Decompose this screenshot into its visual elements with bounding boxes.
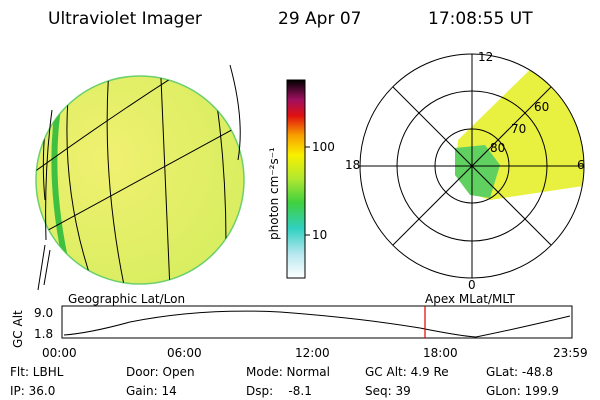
status-field: IP: 36.0 bbox=[10, 384, 55, 398]
plot-title-right: Apex MLat/MLT bbox=[425, 292, 515, 306]
status-field: GLat: -48.8 bbox=[486, 365, 553, 379]
time-label: 23:59 bbox=[553, 346, 588, 360]
time-label: 12:00 bbox=[295, 346, 330, 360]
status-field: Dsp: -8.1 bbox=[246, 384, 312, 398]
mlt-label: 18 bbox=[345, 158, 360, 172]
mlt-label: 6 bbox=[577, 158, 585, 172]
grid-outside bbox=[229, 64, 241, 161]
status-field: GC Alt: 4.9 Re bbox=[365, 365, 449, 379]
lat-label: 70 bbox=[511, 122, 526, 136]
plot-axis-label: GC Alt bbox=[11, 310, 25, 348]
time-label: 06:00 bbox=[167, 346, 202, 360]
plot-frame bbox=[61, 305, 573, 339]
plot-y-label: 1.8 bbox=[34, 327, 53, 341]
lat-label: 60 bbox=[534, 100, 549, 114]
colorbar-label: 10 bbox=[312, 228, 327, 242]
polar-plot: 12 18 6 0 60 70 80 bbox=[345, 50, 585, 292]
instrument: Ultraviolet Imager bbox=[48, 9, 202, 29]
time-label: 00:00 bbox=[42, 346, 77, 360]
time-label: 18:00 bbox=[423, 346, 458, 360]
plot-y-label: 9.0 bbox=[34, 306, 53, 320]
colorbar-unit: photon cm⁻²s⁻¹ bbox=[267, 147, 281, 240]
status-field: Door: Open bbox=[126, 365, 195, 379]
mlt-label: 12 bbox=[478, 50, 493, 64]
time: 17:08:55 UT bbox=[428, 9, 533, 29]
date: 29 Apr 07 bbox=[278, 9, 361, 29]
altitude-curve bbox=[63, 310, 571, 338]
status-field: Seq: 39 bbox=[365, 384, 411, 398]
status-field: Mode: Normal bbox=[246, 365, 330, 379]
colorbar-label: 100 bbox=[312, 140, 335, 154]
status-field: Flt: LBHL bbox=[10, 365, 64, 379]
polar-grid bbox=[359, 53, 585, 279]
lat-label: 80 bbox=[490, 141, 505, 155]
status-field: Gain: 14 bbox=[126, 384, 177, 398]
colorbar bbox=[286, 79, 306, 279]
earth-image bbox=[35, 64, 245, 291]
status-field: GLon: 199.9 bbox=[486, 384, 559, 398]
plot-title-left: Geographic Lat/Lon bbox=[68, 292, 185, 306]
coast bbox=[37, 109, 53, 291]
mlt-label: 0 bbox=[468, 278, 476, 292]
